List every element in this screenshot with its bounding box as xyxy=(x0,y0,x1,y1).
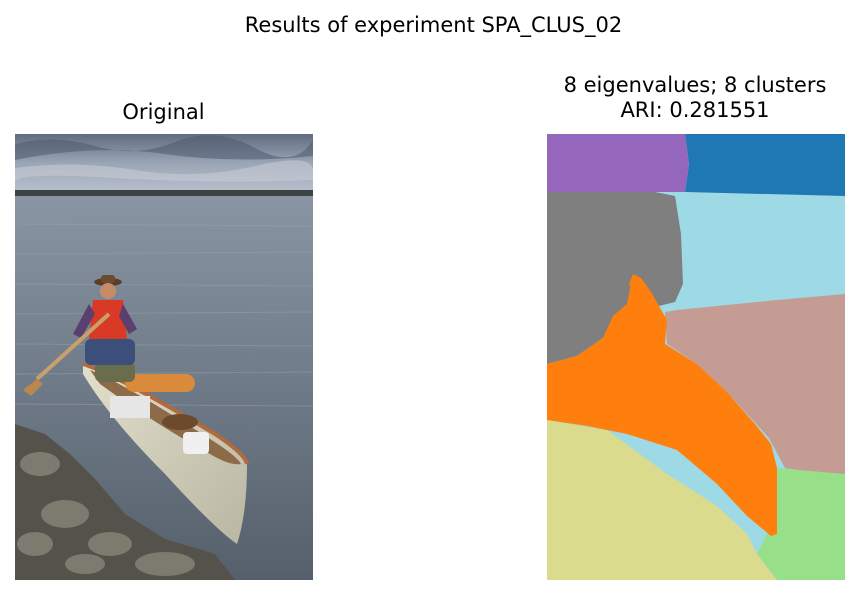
cloud xyxy=(15,160,313,182)
cluster-blue xyxy=(685,134,845,196)
cluster-orange-head xyxy=(629,274,647,294)
segmentation-image xyxy=(547,134,845,580)
treeline xyxy=(15,190,313,196)
rocks xyxy=(15,424,235,580)
gear-box xyxy=(110,396,150,418)
panel-title-line-eigen: 8 eigenvalues; 8 clusters xyxy=(563,73,827,97)
cloud xyxy=(15,135,313,160)
cluster-gray xyxy=(547,192,683,364)
cluster-olive xyxy=(547,420,777,580)
gear-hat xyxy=(162,414,198,430)
paddler-legs xyxy=(85,339,135,365)
panel-title-segmentation: 8 eigenvalues; 8 clusters ARI: 0.281551 xyxy=(545,73,845,123)
paddle-shaft xyxy=(35,312,111,381)
cluster-pink xyxy=(665,294,845,478)
paddler-vest xyxy=(89,300,127,339)
paddler-arms xyxy=(73,304,137,338)
gear-jug xyxy=(183,432,209,454)
cluster-orange xyxy=(547,278,777,536)
segmentation-drawing xyxy=(547,134,845,580)
water-ripples xyxy=(15,223,313,407)
gear-bag xyxy=(125,374,195,392)
paddler-head xyxy=(100,283,116,299)
gear-pack xyxy=(95,362,135,382)
cluster-green xyxy=(757,468,845,580)
panel-title-line-ari: ARI: 0.281551 xyxy=(620,98,770,122)
original-image xyxy=(15,134,313,580)
paddle-blade xyxy=(23,379,43,396)
rock-highlights xyxy=(17,452,195,576)
cluster-purple xyxy=(547,134,689,192)
figure-suptitle: Results of experiment SPA_CLUS_02 xyxy=(244,13,623,37)
paddler-hat-crown xyxy=(101,275,115,283)
panel-title-original: Original xyxy=(122,100,205,124)
original-image-drawing xyxy=(15,134,313,580)
